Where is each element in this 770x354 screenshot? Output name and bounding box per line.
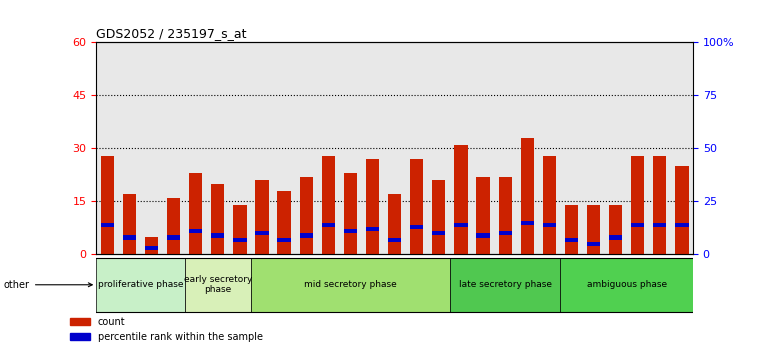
Bar bbox=[256, 180, 269, 255]
FancyBboxPatch shape bbox=[251, 257, 450, 312]
Bar bbox=[565, 238, 578, 242]
Bar bbox=[167, 198, 180, 255]
Bar bbox=[543, 223, 556, 227]
Bar bbox=[675, 223, 688, 227]
Bar bbox=[631, 155, 644, 255]
Bar bbox=[521, 221, 534, 225]
Bar bbox=[322, 223, 335, 227]
Bar bbox=[277, 238, 291, 242]
Bar bbox=[322, 155, 335, 255]
Bar bbox=[454, 223, 467, 227]
Bar bbox=[477, 177, 490, 255]
Bar bbox=[653, 155, 667, 255]
Bar bbox=[145, 246, 158, 250]
Bar bbox=[189, 229, 203, 233]
Bar bbox=[122, 235, 136, 240]
Text: mid secretory phase: mid secretory phase bbox=[304, 280, 397, 289]
Bar bbox=[101, 155, 114, 255]
Bar bbox=[675, 166, 688, 255]
Bar bbox=[410, 225, 424, 229]
Bar bbox=[343, 229, 357, 233]
Text: ambiguous phase: ambiguous phase bbox=[587, 280, 667, 289]
Bar bbox=[189, 173, 203, 255]
Bar bbox=[432, 231, 446, 235]
Bar bbox=[233, 205, 246, 255]
Bar bbox=[122, 194, 136, 255]
Bar bbox=[233, 238, 246, 242]
Text: proliferative phase: proliferative phase bbox=[98, 280, 183, 289]
Bar bbox=[543, 155, 556, 255]
FancyBboxPatch shape bbox=[185, 257, 251, 312]
Bar bbox=[388, 238, 401, 242]
Bar bbox=[366, 159, 379, 255]
Text: GDS2052 / 235197_s_at: GDS2052 / 235197_s_at bbox=[96, 27, 246, 40]
Legend: count, percentile rank within the sample: count, percentile rank within the sample bbox=[66, 313, 266, 346]
Bar bbox=[498, 231, 512, 235]
Bar bbox=[145, 237, 158, 255]
Bar bbox=[653, 223, 667, 227]
Bar bbox=[587, 242, 600, 246]
Bar bbox=[300, 233, 313, 238]
Bar bbox=[631, 223, 644, 227]
Bar bbox=[388, 194, 401, 255]
Bar bbox=[300, 177, 313, 255]
Text: other: other bbox=[4, 280, 92, 290]
Bar bbox=[211, 233, 224, 238]
Bar bbox=[477, 233, 490, 238]
Bar bbox=[521, 138, 534, 255]
Bar bbox=[167, 235, 180, 240]
Bar bbox=[256, 231, 269, 235]
Bar bbox=[410, 159, 424, 255]
Bar bbox=[277, 191, 291, 255]
Text: early secretory
phase: early secretory phase bbox=[183, 275, 252, 295]
Bar bbox=[587, 205, 600, 255]
FancyBboxPatch shape bbox=[561, 257, 693, 312]
Bar bbox=[366, 227, 379, 231]
Text: late secretory phase: late secretory phase bbox=[459, 280, 551, 289]
Bar bbox=[565, 205, 578, 255]
Bar bbox=[432, 180, 446, 255]
Bar bbox=[609, 235, 622, 240]
Bar bbox=[454, 145, 467, 255]
Bar bbox=[498, 177, 512, 255]
Bar bbox=[101, 223, 114, 227]
FancyBboxPatch shape bbox=[96, 257, 185, 312]
Bar bbox=[211, 184, 224, 255]
FancyBboxPatch shape bbox=[450, 257, 561, 312]
Bar bbox=[609, 205, 622, 255]
Bar bbox=[343, 173, 357, 255]
